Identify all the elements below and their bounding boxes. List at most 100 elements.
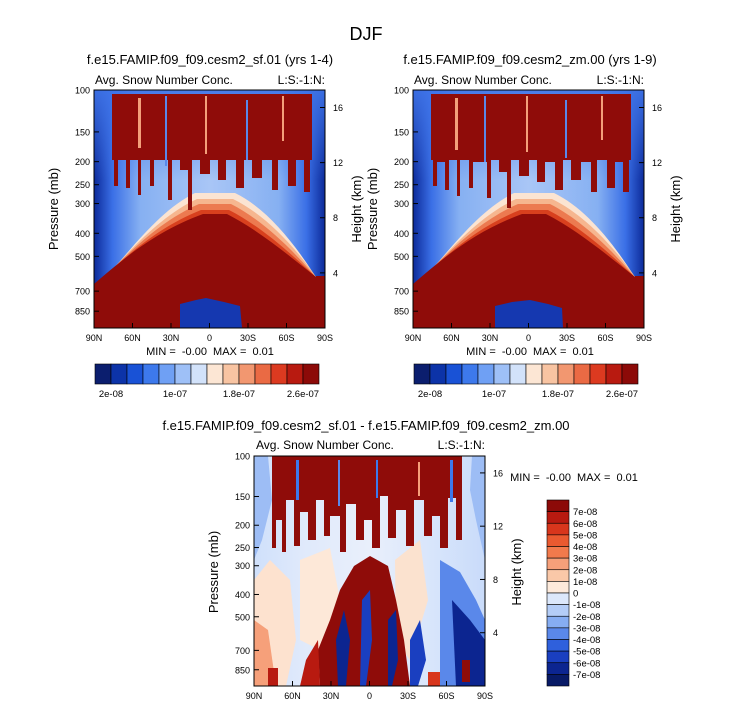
colorbar-label: -5e-08 bbox=[573, 647, 600, 658]
colorbar-swatch bbox=[546, 627, 570, 640]
colorbar-swatch bbox=[94, 363, 112, 385]
colorbar-swatch bbox=[238, 363, 256, 385]
panel-2-x-ticks: 90N 60N 30N 0 30S 60S 90S bbox=[405, 323, 652, 343]
panel-3-variable-label: Avg. Snow Number Conc. bbox=[256, 438, 394, 452]
colorbar-label: -7e-08 bbox=[573, 670, 600, 681]
colorbar-label: -1e-08 bbox=[573, 600, 600, 611]
y-tick-label: 150 bbox=[394, 127, 409, 137]
x-tick-label: 90N bbox=[246, 691, 263, 701]
colorbar-label: 1e-07 bbox=[163, 389, 187, 400]
y2-tick-label: 16 bbox=[652, 103, 662, 113]
x-tick-label: 0 bbox=[526, 333, 531, 343]
colorbar-label: 1.8e-07 bbox=[542, 389, 574, 400]
y2-tick-label: 8 bbox=[652, 213, 657, 223]
x-tick-label: 90N bbox=[405, 333, 422, 343]
panel-1: f.e15.FAMIP.f09_f09.cesm2_sf.01 (yrs 1-4… bbox=[46, 52, 364, 400]
panel-3-y2-ticks: 16 12 8 4 bbox=[480, 468, 503, 638]
colorbar-swatch bbox=[158, 363, 176, 385]
x-tick-label: 0 bbox=[367, 691, 372, 701]
colorbar-swatch bbox=[546, 592, 570, 605]
panel-3-y-ticks: 100 150 200 250 300 400 500 700 850 bbox=[235, 452, 259, 675]
y-tick-label: 300 bbox=[75, 199, 90, 209]
y-tick-label: 700 bbox=[75, 287, 90, 297]
colorbar-swatch bbox=[546, 557, 570, 571]
colorbar-swatch bbox=[546, 662, 570, 675]
colorbar-swatch bbox=[573, 363, 591, 385]
x-tick-label: 0 bbox=[207, 333, 212, 343]
y2-tick-label: 8 bbox=[493, 575, 498, 585]
x-tick-label: 30S bbox=[559, 333, 575, 343]
panel-1-y2-axis-label: Height (km) bbox=[349, 175, 364, 242]
x-tick-label: 30S bbox=[400, 691, 416, 701]
x-tick-label: 90N bbox=[86, 333, 103, 343]
y-tick-label: 200 bbox=[394, 157, 409, 167]
colorbar-label: 6e-08 bbox=[573, 519, 597, 530]
panel-2-title: f.e15.FAMIP.f09_f09.cesm2_zm.00 (yrs 1-9… bbox=[403, 52, 656, 67]
colorbar-swatch bbox=[174, 363, 192, 385]
colorbar-label: 2e-08 bbox=[573, 565, 597, 576]
y-tick-label: 500 bbox=[394, 252, 409, 262]
y2-tick-label: 12 bbox=[493, 522, 503, 532]
panel-2-y2-ticks: 16 12 8 4 bbox=[639, 103, 662, 278]
colorbar-swatch bbox=[477, 363, 495, 385]
panel-3-plot-field bbox=[254, 456, 485, 686]
panel-3-y2-axis-label: Height (km) bbox=[509, 538, 524, 605]
y2-tick-label: 16 bbox=[493, 468, 503, 478]
x-tick-label: 90S bbox=[636, 333, 652, 343]
panel-1-title: f.e15.FAMIP.f09_f09.cesm2_sf.01 (yrs 1-4… bbox=[87, 52, 333, 67]
x-tick-label: 60N bbox=[124, 333, 141, 343]
panel-2-corner-label: L:S:-1:N: bbox=[597, 73, 644, 87]
colorbar-swatch bbox=[621, 363, 639, 385]
y-tick-label: 250 bbox=[394, 180, 409, 190]
colorbar-swatch bbox=[429, 363, 447, 385]
colorbar-swatch bbox=[546, 639, 570, 652]
y-tick-label: 300 bbox=[394, 199, 409, 209]
colorbar-label: 2e-08 bbox=[99, 389, 123, 400]
figure-title: DJF bbox=[350, 24, 383, 44]
colorbar-swatch bbox=[546, 581, 570, 594]
y-tick-label: 300 bbox=[235, 561, 250, 571]
y-tick-label: 850 bbox=[235, 665, 250, 675]
x-tick-label: 60S bbox=[438, 691, 454, 701]
panel-1-plot-field bbox=[94, 90, 325, 328]
colorbar-label: 2e-08 bbox=[418, 389, 442, 400]
x-tick-label: 90S bbox=[477, 691, 493, 701]
colorbar-label: 3e-08 bbox=[573, 554, 597, 565]
colorbar-swatch bbox=[110, 363, 128, 385]
colorbar-swatch bbox=[302, 363, 320, 385]
panel-1-stats: MIN = -0.00 MAX = 0.01 bbox=[146, 346, 274, 358]
colorbar-swatch bbox=[222, 363, 240, 385]
x-tick-label: 30N bbox=[323, 691, 340, 701]
colorbar-swatch bbox=[445, 363, 463, 385]
y-tick-label: 150 bbox=[235, 492, 250, 502]
y-tick-label: 850 bbox=[394, 307, 409, 317]
colorbar-swatch bbox=[541, 363, 559, 385]
panel-2-variable-label: Avg. Snow Number Conc. bbox=[414, 73, 552, 87]
x-tick-label: 30N bbox=[482, 333, 499, 343]
panel-1-corner-label: L:S:-1:N: bbox=[278, 73, 325, 87]
x-tick-label: 30S bbox=[240, 333, 256, 343]
colorbar-swatch bbox=[546, 499, 570, 512]
panel-3-x-ticks: 90N 60N 30N 0 30S 60S 90S bbox=[246, 681, 493, 701]
panel-2-y-axis-label: Pressure (mb) bbox=[365, 168, 380, 250]
panel-3-y-axis-label: Pressure (mb) bbox=[206, 531, 221, 613]
colorbar-swatch bbox=[270, 363, 288, 385]
x-tick-label: 30N bbox=[163, 333, 180, 343]
panel-2-stats: MIN = -0.00 MAX = 0.01 bbox=[466, 346, 594, 358]
y-tick-label: 850 bbox=[75, 307, 90, 317]
colorbar-swatch bbox=[589, 363, 607, 385]
colorbar-swatch bbox=[546, 569, 570, 582]
y-tick-label: 100 bbox=[235, 452, 250, 462]
x-tick-label: 60N bbox=[284, 691, 301, 701]
colorbar-swatch bbox=[546, 650, 570, 664]
colorbar-swatch bbox=[546, 604, 570, 617]
x-tick-label: 60S bbox=[597, 333, 613, 343]
colorbar-swatch bbox=[546, 534, 570, 547]
colorbar-swatch bbox=[286, 363, 304, 385]
y-tick-label: 500 bbox=[75, 252, 90, 262]
colorbar-label: 1.8e-07 bbox=[223, 389, 255, 400]
colorbar-label: 5e-08 bbox=[573, 530, 597, 541]
panel-2-plot-field bbox=[413, 90, 644, 328]
colorbar-label: -4e-08 bbox=[573, 635, 600, 646]
